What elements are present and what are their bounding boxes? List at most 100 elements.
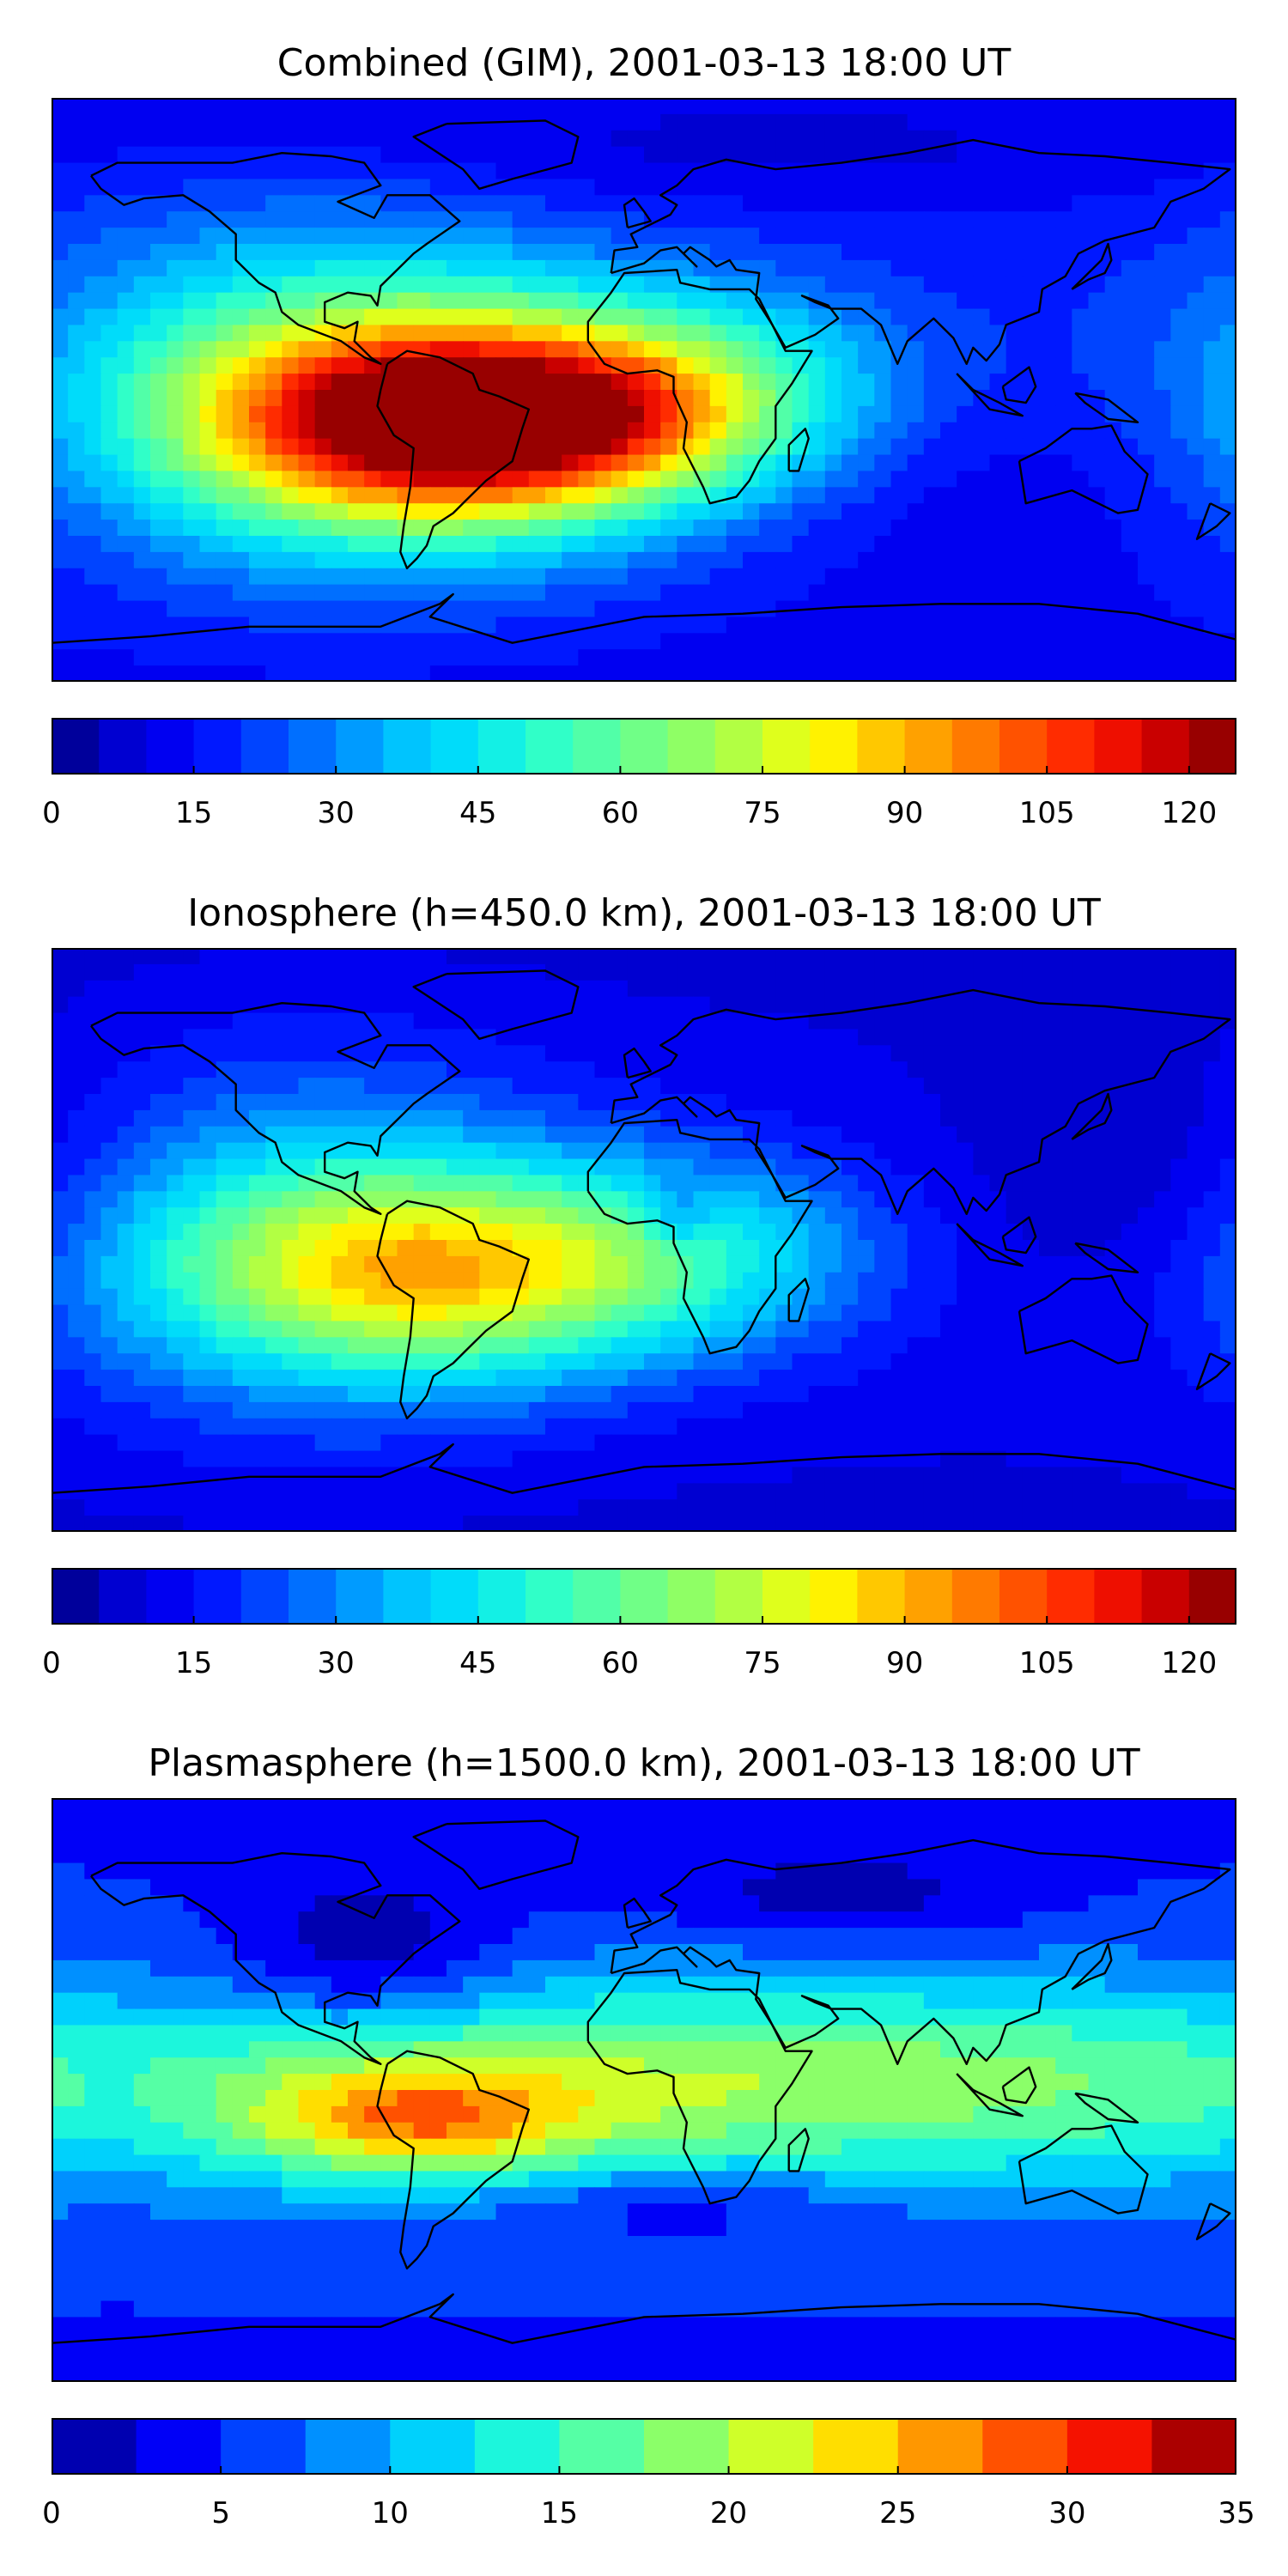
field-cell [117, 568, 135, 586]
field-cell [874, 1450, 892, 1468]
field-cell [150, 211, 167, 228]
field-cell [611, 341, 629, 358]
field-cell [858, 963, 875, 981]
field-cells [52, 98, 1236, 682]
field-cell [874, 1272, 892, 1290]
field-cell [413, 996, 431, 1014]
field-cell [989, 228, 1007, 245]
field-cell [150, 519, 167, 537]
field-cell [841, 113, 859, 131]
field-cell [167, 422, 184, 440]
field-cell [512, 1158, 530, 1176]
field-cell [1072, 1078, 1090, 1095]
field-cell [84, 948, 102, 965]
field-cell [1138, 341, 1155, 358]
field-cell [644, 1126, 661, 1144]
field-cell [957, 146, 974, 164]
field-cell [282, 130, 300, 148]
field-cell [167, 1142, 184, 1160]
field-cell [874, 519, 892, 537]
field-cell [1170, 536, 1188, 553]
field-cell [1022, 980, 1040, 998]
field-cell [1055, 276, 1072, 294]
field-cell [183, 633, 201, 650]
field-cell [1055, 98, 1072, 115]
field-cell [1203, 1272, 1221, 1290]
field-cell [644, 308, 661, 326]
field-cell [447, 325, 464, 342]
field-cell [512, 211, 530, 228]
field-cell [314, 390, 332, 407]
field-cell [528, 1109, 546, 1127]
field-cell [562, 244, 579, 261]
field-cell [677, 503, 695, 520]
field-cell [249, 211, 266, 228]
field-cell [100, 308, 118, 326]
field-cell [1187, 1288, 1205, 1306]
field-cell [1203, 996, 1221, 1014]
field-cell [907, 438, 925, 456]
field-cell [100, 1126, 118, 1144]
field-cell [1022, 1386, 1040, 1403]
field-cell [117, 98, 135, 115]
field-cell [611, 113, 629, 131]
field-cell [1055, 584, 1072, 602]
field-cell [331, 963, 349, 981]
field-cell [693, 1386, 711, 1403]
field-cell [1170, 422, 1188, 440]
field-cell [495, 948, 513, 965]
field-cell [380, 551, 398, 569]
field-cell [249, 1434, 266, 1452]
field-cell [447, 1078, 464, 1095]
field-cell [775, 422, 793, 440]
field-cell [380, 1418, 398, 1436]
field-cell [973, 276, 991, 294]
field-cell [167, 1240, 184, 1257]
field-cell [1039, 649, 1056, 666]
field-cell [314, 113, 332, 131]
field-cell [348, 1321, 365, 1338]
field-cell [1154, 1255, 1171, 1273]
field-cell [52, 600, 69, 618]
field-cell [562, 1401, 579, 1419]
field-cell [1055, 551, 1072, 569]
field-cell [1055, 1353, 1072, 1370]
field-cell [52, 1370, 69, 1387]
field-cell [1121, 1450, 1139, 1468]
field-cell [1121, 162, 1139, 180]
field-cell [677, 519, 695, 537]
field-cell [413, 211, 431, 228]
field-cell [1022, 422, 1040, 440]
field-cell [167, 1126, 184, 1144]
field-cell [314, 1321, 332, 1338]
field-cell [479, 405, 497, 423]
field-cell [495, 146, 513, 164]
field-cell [1219, 130, 1236, 148]
field-cell [594, 1158, 612, 1176]
field-cell [216, 1337, 234, 1354]
field-cell [726, 1175, 744, 1192]
field-cell [824, 146, 842, 164]
field-cell [216, 1109, 234, 1127]
field-cell [1039, 113, 1056, 131]
field-cell [512, 1304, 530, 1322]
field-cell [940, 963, 957, 981]
field-cell [150, 1467, 167, 1484]
field-cell [1154, 130, 1171, 148]
field-cell [216, 308, 234, 326]
field-cell [68, 228, 85, 245]
field-cell [479, 228, 497, 245]
field-cell [348, 308, 365, 326]
field-cell [957, 487, 974, 504]
field-cell [150, 325, 167, 342]
field-cell [1138, 357, 1155, 374]
field-cell [52, 179, 69, 196]
field-cell [709, 130, 727, 148]
field-cell [973, 1191, 991, 1208]
field-cell [693, 1142, 711, 1160]
field-cell [660, 665, 677, 682]
field-cell [1104, 390, 1122, 407]
field-cell [792, 1029, 810, 1046]
field-cell [1170, 162, 1188, 180]
field-cell [52, 1288, 69, 1306]
